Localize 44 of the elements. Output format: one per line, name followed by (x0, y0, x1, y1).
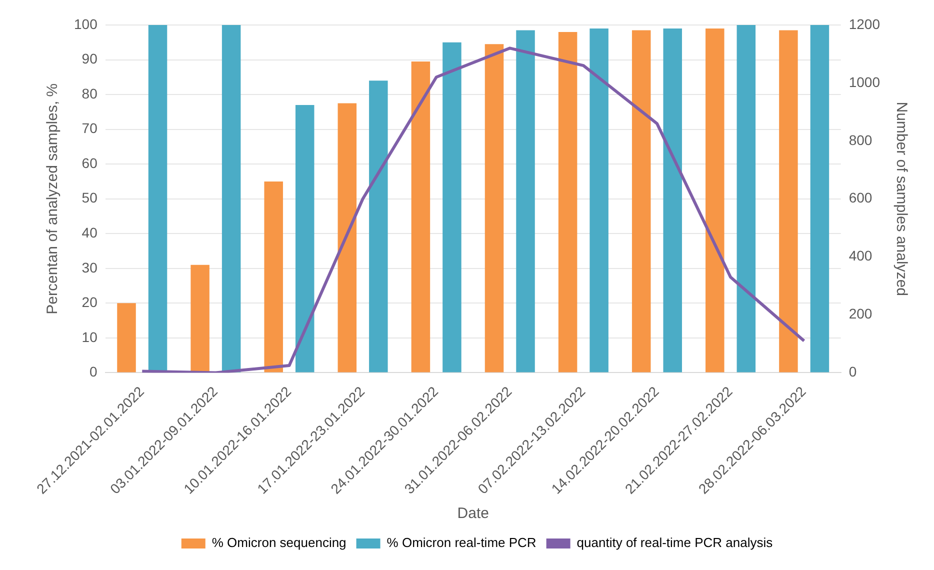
bar (264, 181, 283, 372)
y2-tick-label: 800 (848, 132, 872, 148)
bar (558, 32, 578, 372)
y-tick-label: 0 (90, 364, 98, 380)
legend-label: % Omicron sequencing (212, 535, 346, 550)
y2-tick-label: 0 (848, 364, 857, 380)
y-tick-label: 90 (82, 50, 98, 67)
bar (190, 264, 210, 372)
bar (736, 25, 756, 372)
y-tick-label: 40 (82, 224, 98, 240)
legend-label: % Omicron real-time PCR (386, 535, 536, 550)
y2-tick-label: 400 (848, 248, 872, 264)
y2-tick-label: 600 (848, 190, 872, 206)
bar (706, 28, 724, 372)
y-tick-label: 100 (74, 16, 98, 32)
y2-tick-label: 1000 (848, 74, 880, 90)
bar (516, 30, 535, 372)
y2-axis-title: Number of samples analyzed (892, 102, 910, 296)
bar (411, 62, 430, 372)
bar (632, 30, 651, 372)
legend-label: quantity of real-time PCR analysis (576, 535, 774, 550)
bar (810, 25, 830, 372)
y-tick-label: 20 (82, 294, 98, 310)
bar (117, 303, 136, 372)
bar (148, 25, 168, 372)
bar (663, 28, 682, 372)
bar (369, 80, 388, 372)
y-tick-label: 80 (82, 85, 98, 102)
y2-tick-label: 200 (848, 306, 872, 322)
y-tick-label: 60 (82, 154, 98, 171)
bar (484, 44, 504, 372)
y-tick-label: 50 (82, 190, 98, 206)
y2-tick-label: 1200 (848, 16, 880, 32)
bar (779, 30, 798, 372)
bar (222, 25, 241, 372)
bar (442, 42, 462, 372)
x-axis-title: Date (457, 505, 489, 522)
bar (338, 103, 357, 372)
bar (590, 28, 608, 372)
y-tick-label: 10 (82, 328, 98, 345)
y-tick-label: 30 (82, 259, 98, 276)
bar (295, 104, 314, 372)
y-axis-title: Percentan of analyzed samples, % (44, 83, 62, 314)
y-tick-label: 70 (82, 120, 98, 136)
